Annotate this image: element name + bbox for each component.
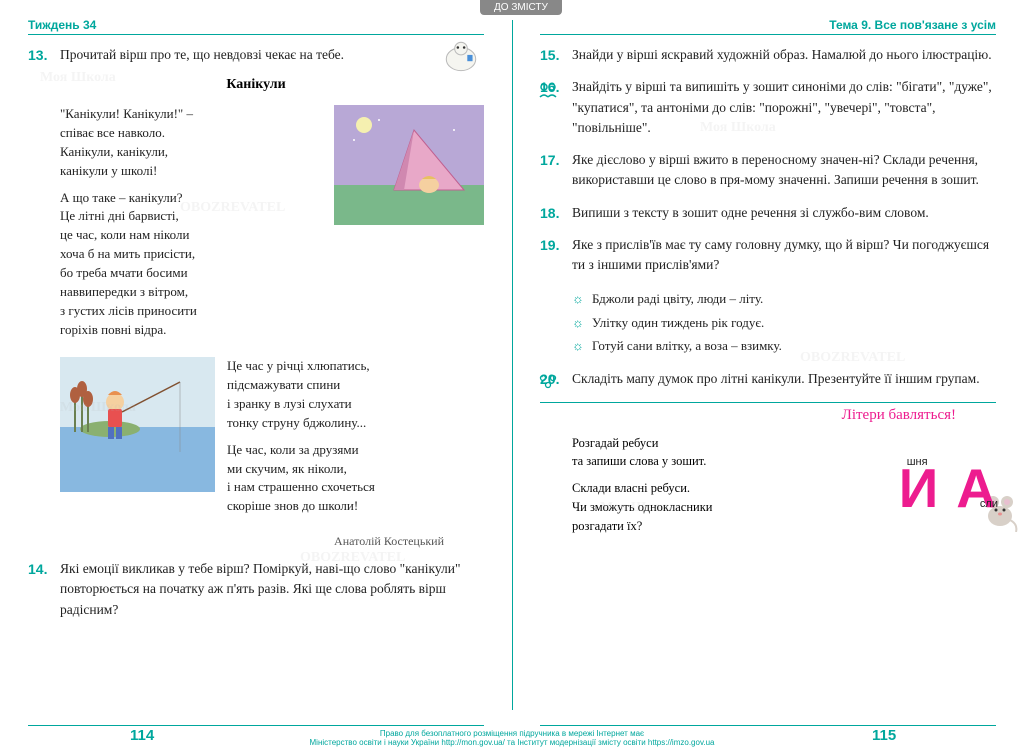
rebus-section: Розгадай ребуси та запиши слова у зошит.… [540, 434, 996, 544]
poem-block-2: Це час у річці хлюпатись, підсмажувати с… [28, 357, 484, 524]
poem-author: Анатолій Костецький [28, 534, 484, 549]
task-16: 16. Знайдіть у вірші та випишіть у зошит… [540, 77, 996, 138]
task-number: 13. [28, 45, 47, 66]
task-text: Знайдіть у вірші та випишіть у зошит син… [572, 79, 992, 135]
task-text: Прочитай вірш про те, що невдовзі чекає … [60, 47, 344, 62]
rebus-letter-2: А сли [956, 461, 996, 516]
theme-header: Тема 9. Все пов'язане з усім [540, 18, 996, 35]
proverb-list: Бджоли раді цвіту, люди – літу. Улітку о… [540, 287, 996, 357]
poem-block-1: "Канікули! Канікули!" – співає все навко… [28, 105, 484, 347]
stanza-1: "Канікули! Канікули!" – співає все навко… [60, 105, 322, 180]
task-13: 13. Прочитай вірш про те, що невдовзі че… [28, 45, 484, 65]
rebus-letter-1: И шня [899, 461, 939, 516]
task-number: 15. [540, 45, 559, 66]
task-19: 19. Яке з прислів'їв має ту саму головну… [540, 235, 996, 276]
copyright-footer: Право для безоплатного розміщення підруч… [0, 729, 1024, 748]
stanza-4: Це час, коли за друзями ми скучим, як ні… [227, 441, 484, 516]
stanza-2: А що таке – канікули? Це літні дні барви… [60, 189, 322, 340]
task-number: 18. [540, 203, 559, 224]
proverb-1: Бджоли раді цвіту, люди – літу. [592, 287, 996, 310]
rebus-small-2: сли [980, 499, 998, 510]
proverb-2: Улітку один тиждень рік годує. [592, 311, 996, 334]
task-number: 19. [540, 235, 559, 256]
bottom-rule [540, 725, 996, 726]
stanza-3: Це час у річці хлюпатись, підсмажувати с… [227, 357, 484, 432]
task-15: 15. Знайди у вірші яскравий художній обр… [540, 45, 996, 65]
letters-play-heading: Літери бавляться! [540, 402, 996, 424]
rebus-instruction-1: Розгадай ребуси та запиши слова у зошит. [572, 434, 879, 472]
tent-illustration [334, 105, 484, 225]
task-number: 16. [540, 77, 559, 98]
task-14: 14. Які емоції викликав у тебе вірш? Пом… [28, 559, 484, 620]
right-page: Тема 9. Все пов'язане з усім 15. Знайди … [512, 0, 1024, 750]
task-text: Яке з прислів'їв має ту саму головну дум… [572, 237, 989, 272]
task-text: Знайди у вірші яскравий художній образ. … [572, 47, 992, 62]
bottom-rule [28, 725, 484, 726]
task-text: Яке дієслово у вірші вжито в переносному… [572, 152, 979, 187]
task-text: Складіть мапу думок про літні канікули. … [572, 371, 980, 386]
task-number: 14. [28, 559, 47, 580]
week-header: Тиждень 34 [28, 18, 484, 35]
left-page: Тиждень 34 13. Прочитай вірш про те, що … [0, 0, 512, 750]
rebus-small-1: шня [907, 457, 928, 468]
task-number: 20. [540, 369, 559, 390]
task-text: Які емоції викликав у тебе вірш? Помірку… [60, 561, 460, 617]
task-text: Випиши з тексту в зошит одне речення зі … [572, 205, 929, 220]
spread: Тиждень 34 13. Прочитай вірш про те, що … [0, 0, 1024, 750]
task-number: 17. [540, 150, 559, 171]
poem-title: Канікули [28, 77, 484, 93]
fishing-illustration [60, 357, 215, 492]
rebus-instruction-2: Склади власні ребуси. Чи зможуть однокла… [572, 479, 879, 535]
proverb-3: Готуй сани влітку, а воза – взимку. [592, 334, 996, 357]
task-20: 20. Складіть мапу думок про літні каніку… [540, 369, 996, 389]
task-18: 18. Випиши з тексту в зошит одне речення… [540, 203, 996, 223]
task-17: 17. Яке дієслово у вірші вжито в перенос… [540, 150, 996, 191]
